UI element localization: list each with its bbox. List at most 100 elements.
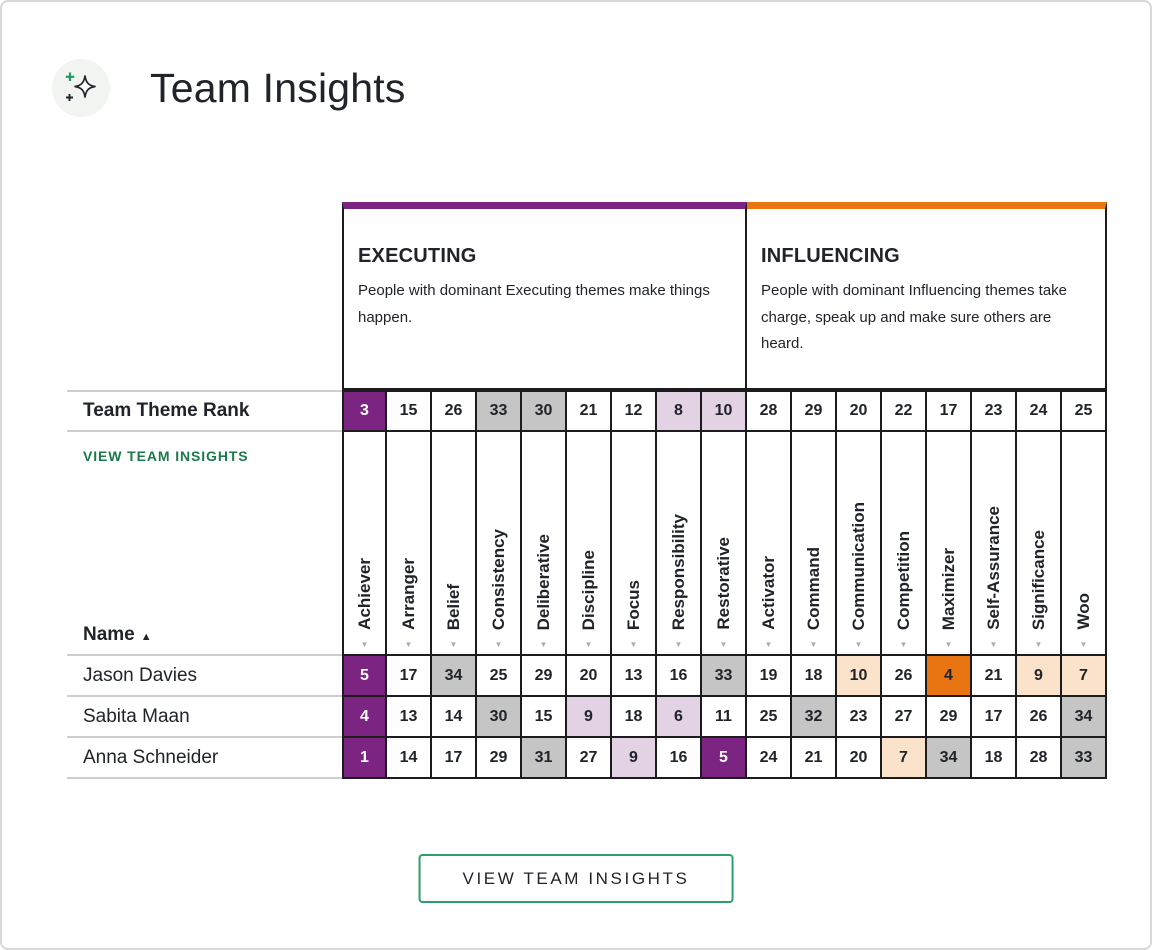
- strength-cell-sabita-maan-arranger: 13: [387, 697, 432, 738]
- rank-cell-consistency: 33: [477, 390, 522, 432]
- strength-cell-jason-davies-restorative: 33: [702, 656, 747, 697]
- page-title: Team Insights: [150, 64, 406, 111]
- strength-cell-sabita-maan-discipline: 9: [567, 697, 612, 738]
- name-column-label: Name: [83, 624, 135, 645]
- theme-label: Command: [803, 546, 823, 630]
- strength-cell-jason-davies-responsibility: 16: [657, 656, 702, 697]
- rank-cell-belief: 26: [432, 390, 477, 432]
- theme-label: Maximizer: [938, 547, 958, 630]
- strength-cell-jason-davies-belief: 34: [432, 656, 477, 697]
- domain-description-influencing: People with dominant Influencing themes …: [761, 282, 1068, 353]
- theme-column-header-achiever[interactable]: Achiever ▼: [342, 432, 387, 656]
- strength-cell-anna-schneider-arranger: 14: [387, 738, 432, 779]
- strength-cell-anna-schneider-maximizer: 34: [927, 738, 972, 779]
- theme-column-header-significance[interactable]: Significance ▼: [1017, 432, 1062, 656]
- strength-cell-anna-schneider-communication: 20: [837, 738, 882, 779]
- theme-label: Discipline: [578, 549, 598, 630]
- strength-cell-sabita-maan-activator: 25: [747, 697, 792, 738]
- rank-cell-arranger: 15: [387, 390, 432, 432]
- strength-cell-jason-davies-consistency: 25: [477, 656, 522, 697]
- theme-label: Significance: [1028, 529, 1048, 630]
- theme-column-header-belief[interactable]: Belief ▼: [432, 432, 477, 656]
- sort-descending-icon: ▼: [674, 640, 683, 649]
- theme-column-header-focus[interactable]: Focus ▼: [612, 432, 657, 656]
- strength-cell-anna-schneider-focus: 9: [612, 738, 657, 779]
- strength-cell-sabita-maan-significance: 26: [1017, 697, 1062, 738]
- theme-column-header-arranger[interactable]: Arranger ▼: [387, 432, 432, 656]
- rank-cell-woo: 25: [1062, 390, 1107, 432]
- strength-cell-sabita-maan-maximizer: 29: [927, 697, 972, 738]
- rank-cell-activator: 28: [747, 390, 792, 432]
- sort-descending-icon: ▼: [539, 640, 548, 649]
- domain-header-influencing: INFLUENCING People with dominant Influen…: [747, 202, 1107, 390]
- theme-column-header-self-assurance[interactable]: Self-Assurance ▼: [972, 432, 1017, 656]
- rank-cell-significance: 24: [1017, 390, 1062, 432]
- strength-cell-jason-davies-competition: 26: [882, 656, 927, 697]
- strength-cell-anna-schneider-restorative: 5: [702, 738, 747, 779]
- rank-cell-deliberative: 30: [522, 390, 567, 432]
- view-team-insights-button[interactable]: VIEW TEAM INSIGHTS: [418, 854, 734, 903]
- theme-label: Self-Assurance: [983, 506, 1003, 630]
- theme-label: Activator: [758, 556, 778, 630]
- sort-descending-icon: ▼: [1079, 640, 1088, 649]
- sort-descending-icon: ▼: [629, 640, 638, 649]
- theme-label: Communication: [848, 501, 868, 630]
- domain-description-executing: People with dominant Executing themes ma…: [358, 282, 710, 326]
- rank-cell-achiever: 3: [342, 390, 387, 432]
- sort-descending-icon: ▼: [944, 640, 953, 649]
- theme-column-header-consistency[interactable]: Consistency ▼: [477, 432, 522, 656]
- page-header: Team Insights: [52, 59, 406, 117]
- theme-column-header-activator[interactable]: Activator ▼: [747, 432, 792, 656]
- member-name: Anna Schneider: [67, 738, 342, 779]
- theme-label: Achiever: [354, 558, 374, 630]
- theme-label: Responsibility: [668, 513, 688, 630]
- strength-cell-anna-schneider-responsibility: 16: [657, 738, 702, 779]
- strength-cell-sabita-maan-woo: 34: [1062, 697, 1107, 738]
- strength-cell-anna-schneider-deliberative: 31: [522, 738, 567, 779]
- strength-cell-anna-schneider-woo: 33: [1062, 738, 1107, 779]
- team-themes-table: EXECUTING People with dominant Executing…: [67, 202, 1107, 779]
- theme-column-header-restorative[interactable]: Restorative ▼: [702, 432, 747, 656]
- theme-label: Focus: [623, 579, 643, 630]
- theme-column-header-maximizer[interactable]: Maximizer ▼: [927, 432, 972, 656]
- sort-descending-icon: ▼: [360, 640, 369, 649]
- strength-cell-jason-davies-arranger: 17: [387, 656, 432, 697]
- theme-column-header-competition[interactable]: Competition ▼: [882, 432, 927, 656]
- domain-header-executing: EXECUTING People with dominant Executing…: [342, 202, 747, 390]
- sort-descending-icon: ▼: [989, 640, 998, 649]
- strength-cell-sabita-maan-communication: 23: [837, 697, 882, 738]
- table-corner-spacer: [67, 202, 342, 390]
- theme-column-header-discipline[interactable]: Discipline ▼: [567, 432, 612, 656]
- sort-descending-icon: ▼: [899, 640, 908, 649]
- name-column-header[interactable]: Name ▲: [83, 624, 342, 646]
- theme-label: Deliberative: [533, 533, 553, 630]
- strength-cell-sabita-maan-command: 32: [792, 697, 837, 738]
- strength-cell-anna-schneider-belief: 17: [432, 738, 477, 779]
- strength-cell-jason-davies-command: 18: [792, 656, 837, 697]
- strength-cell-anna-schneider-command: 21: [792, 738, 837, 779]
- strength-cell-anna-schneider-achiever: 1: [342, 738, 387, 779]
- theme-column-header-command[interactable]: Command ▼: [792, 432, 837, 656]
- rank-cell-communication: 20: [837, 390, 882, 432]
- rank-cell-discipline: 21: [567, 390, 612, 432]
- domain-title-executing: EXECUTING: [358, 245, 477, 267]
- sort-descending-icon: ▼: [809, 640, 818, 649]
- strength-cell-jason-davies-focus: 13: [612, 656, 657, 697]
- sort-descending-icon: ▼: [584, 640, 593, 649]
- theme-column-header-woo[interactable]: Woo ▼: [1062, 432, 1107, 656]
- theme-label: Restorative: [713, 537, 733, 630]
- sort-descending-icon: ▼: [494, 640, 503, 649]
- theme-column-header-responsibility[interactable]: Responsibility ▼: [657, 432, 702, 656]
- strength-cell-jason-davies-deliberative: 29: [522, 656, 567, 697]
- view-team-insights-link[interactable]: VIEW TEAM INSIGHTS: [83, 448, 249, 464]
- theme-column-header-deliberative[interactable]: Deliberative ▼: [522, 432, 567, 656]
- member-name: Jason Davies: [67, 656, 342, 697]
- theme-column-header-communication[interactable]: Communication ▼: [837, 432, 882, 656]
- strength-cell-anna-schneider-discipline: 27: [567, 738, 612, 779]
- team-theme-rank-label: Team Theme Rank: [67, 390, 342, 432]
- strength-cell-jason-davies-communication: 10: [837, 656, 882, 697]
- strength-cell-sabita-maan-competition: 27: [882, 697, 927, 738]
- rank-cell-focus: 12: [612, 390, 657, 432]
- rank-cell-command: 29: [792, 390, 837, 432]
